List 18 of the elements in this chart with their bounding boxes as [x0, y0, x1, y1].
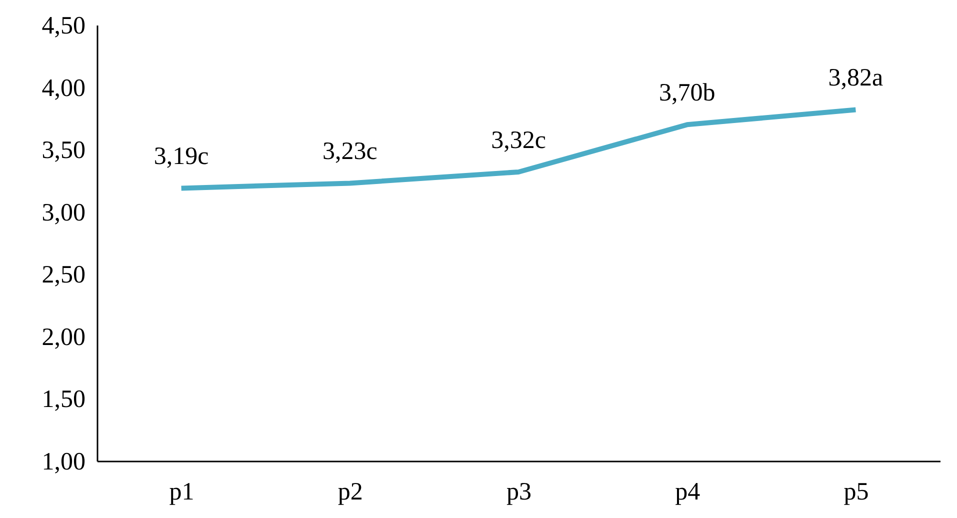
- x-tick-label: p4: [675, 478, 701, 506]
- data-label: 3,23c: [322, 138, 378, 166]
- x-tick-label: p3: [506, 478, 532, 506]
- y-tick-label: 2,00: [42, 324, 86, 351]
- x-tick-label: p1: [169, 478, 194, 506]
- data-label: 3,70b: [658, 80, 716, 107]
- y-tick-label: 1,50: [42, 386, 86, 414]
- data-label: 3,82a: [828, 64, 884, 92]
- x-tick-label: p2: [338, 478, 363, 506]
- y-tick-label: 4,00: [42, 74, 86, 102]
- y-tick-label: 3,00: [42, 199, 86, 226]
- y-tick-label: 3,50: [42, 137, 86, 164]
- y-tick-label: 1,00: [42, 448, 86, 476]
- data-label: 3,32c: [491, 126, 546, 154]
- x-tick-label: p5: [844, 478, 869, 506]
- data-label: 3,19c: [154, 143, 209, 170]
- y-tick-label: 2,50: [42, 262, 86, 289]
- y-tick-label: 4,50: [42, 12, 86, 40]
